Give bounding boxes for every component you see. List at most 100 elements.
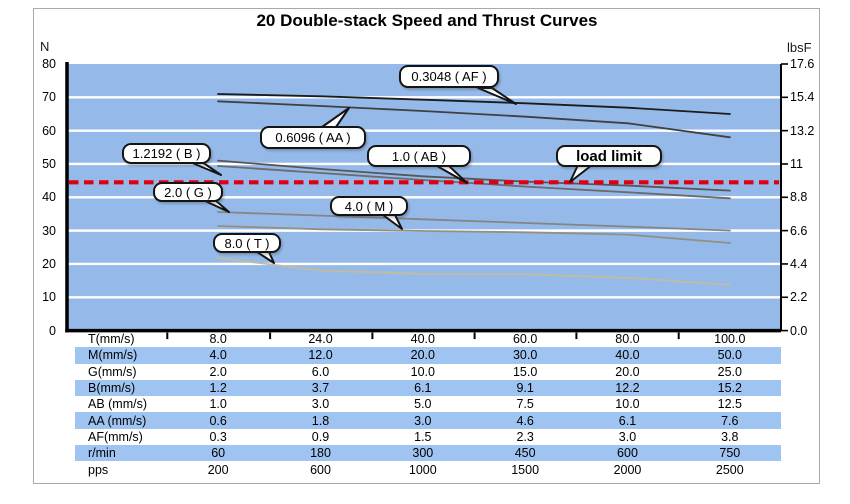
table-row-label: r/min	[88, 446, 116, 461]
y-right-tick-label: 8.8	[790, 190, 808, 205]
table-row-label: M(mm/s)	[88, 348, 138, 363]
table-cell: 9.1	[516, 381, 534, 396]
table-row: B(mm/s) 1.2 3.7 6.1 9.1 12.2 15.2	[75, 379, 781, 397]
table-cell: 300	[412, 446, 434, 461]
curve-G	[217, 211, 731, 232]
y-left-tick-label: 0	[49, 323, 56, 338]
table-cell: 1.5	[414, 429, 432, 444]
table-cell: 20.0	[410, 348, 435, 363]
table-cell: 1.2	[209, 381, 227, 396]
curve-M	[217, 225, 731, 244]
curve-AA	[217, 100, 731, 139]
table-row: AB (mm/s) 1.0 3.0 5.0 7.5 10.0 12.5	[75, 396, 781, 412]
table-cell: 40.0	[615, 348, 640, 363]
table-cell: 450	[514, 446, 536, 461]
table-row-label: B(mm/s)	[88, 381, 136, 396]
table-row-label: T(mm/s)	[88, 332, 135, 347]
y-right-tick-label: 17.6	[790, 57, 815, 71]
table-row: pps 200 600 1000 1500 2000 2500	[75, 461, 781, 477]
table-cell: 200	[207, 462, 229, 477]
table-cell: 100.0	[714, 332, 746, 347]
table-cell: 6.1	[618, 413, 637, 428]
table-row: M(mm/s) 4.0 12.0 20.0 30.0 40.0 50.0	[75, 347, 781, 364]
curve-AF	[217, 93, 731, 115]
table-cell: 750	[719, 446, 741, 461]
table-cell: 30.0	[512, 348, 538, 363]
table-cell: 40.0	[410, 332, 435, 347]
y-left-tick-label: 20	[42, 256, 56, 271]
table-cell: 12.0	[308, 348, 333, 363]
table-row-label: G(mm/s)	[88, 364, 137, 379]
table-cell: 1000	[408, 462, 437, 477]
table-cell: 6.1	[414, 381, 432, 396]
table-cell: 0.9	[311, 429, 330, 444]
table-cell: 10.0	[410, 364, 435, 379]
table-cell: 5.0	[414, 397, 432, 412]
table-cell: 180	[310, 446, 331, 461]
table-cell: 50.0	[717, 348, 742, 363]
table-cell: 80.0	[615, 332, 640, 347]
y-axis-left-unit: N	[40, 39, 50, 54]
callout-tail-m	[382, 214, 403, 230]
chart-title: 20 Double-stack Speed and Thrust Curves	[256, 11, 598, 30]
callout-tail-af	[477, 87, 517, 105]
table-cell: 8.0	[209, 332, 227, 347]
callout-label-B: 1.2192 ( B )	[122, 143, 211, 164]
y-left-tick-label: 50	[42, 156, 56, 171]
callout-tail-aa	[321, 107, 350, 128]
callout-label-G: 2.0 ( G )	[153, 182, 223, 202]
y-axis-right-unit: lbsF	[787, 40, 812, 55]
table-row: AA (mm/s) 0.6 1.8 3.0 4.6 6.1 7.6	[75, 412, 781, 429]
table-cell: 1.0	[209, 397, 227, 412]
table-cell: 7.6	[721, 413, 739, 428]
table-cell: 2500	[715, 462, 744, 477]
table-cell: 2.0	[209, 364, 227, 379]
table-cell: 7.5	[516, 397, 534, 412]
y-left-tick-label: 80	[42, 57, 56, 71]
y-right-tick-label: 4.4	[790, 256, 808, 271]
table-cell: 3.7	[311, 381, 330, 396]
table-row-label: pps	[88, 462, 109, 477]
table-cell: 10.0	[615, 397, 640, 412]
curve-AB	[217, 159, 731, 192]
curve-T	[217, 257, 731, 286]
table-cell: 12.5	[717, 397, 742, 412]
table-cell: 25.0	[717, 364, 742, 379]
table-row: AF(mm/s) 0.3 0.9 1.5 2.3 3.0 3.8	[75, 429, 781, 445]
y-right-tick-label: 11	[790, 156, 803, 171]
y-right-tick-label: 13.2	[790, 123, 815, 138]
callout-load-limit: load limit	[556, 145, 662, 167]
y-right-tick-label: 15.4	[790, 90, 815, 105]
table-cell: 4.0	[209, 348, 227, 363]
table-cell: 2.3	[516, 429, 534, 444]
y-left-tick-label: 10	[42, 290, 56, 305]
table-cell: 12.2	[615, 381, 640, 396]
table-cell: 4.6	[516, 413, 534, 428]
callout-tail-t	[256, 251, 275, 264]
table-row-label: AA (mm/s)	[88, 413, 147, 428]
callout-label-M: 4.0 ( M )	[330, 196, 408, 216]
table-cell: 15.2	[717, 381, 742, 396]
table-row: T(mm/s) 8.0 24.0 40.0 60.0 80.0 100.0	[75, 331, 781, 347]
table-cell: 15.0	[512, 364, 538, 379]
table-cell: 600	[617, 446, 638, 461]
callout-label-T: 8.0 ( T )	[213, 233, 281, 253]
speed-table: T(mm/s) 8.0 24.0 40.0 60.0 80.0 100.0 M(mm/s) 4.…	[75, 331, 781, 478]
table-row: r/min 60 180 300 450 600 750	[75, 445, 781, 462]
table-cell: 3.0	[618, 429, 637, 444]
table-cell: 1500	[511, 462, 540, 477]
y-left-tick-label: 70	[42, 90, 56, 105]
table-cell: 600	[310, 462, 331, 477]
table-cell: 3.8	[721, 429, 739, 444]
y-right-tick-label: 6.6	[790, 223, 808, 238]
table-cell: 24.0	[308, 332, 333, 347]
callout-label-AF: 0.3048 ( AF )	[399, 65, 499, 88]
y-left-tick-label: 30	[42, 223, 56, 238]
table-cell: 60.0	[512, 332, 538, 347]
table-cell: 3.0	[311, 397, 330, 412]
callout-tail-load	[569, 164, 593, 183]
y-left-tick-label: 40	[42, 190, 56, 205]
table-cell: 0.6	[209, 413, 227, 428]
table-row-label: AF(mm/s)	[88, 429, 143, 444]
